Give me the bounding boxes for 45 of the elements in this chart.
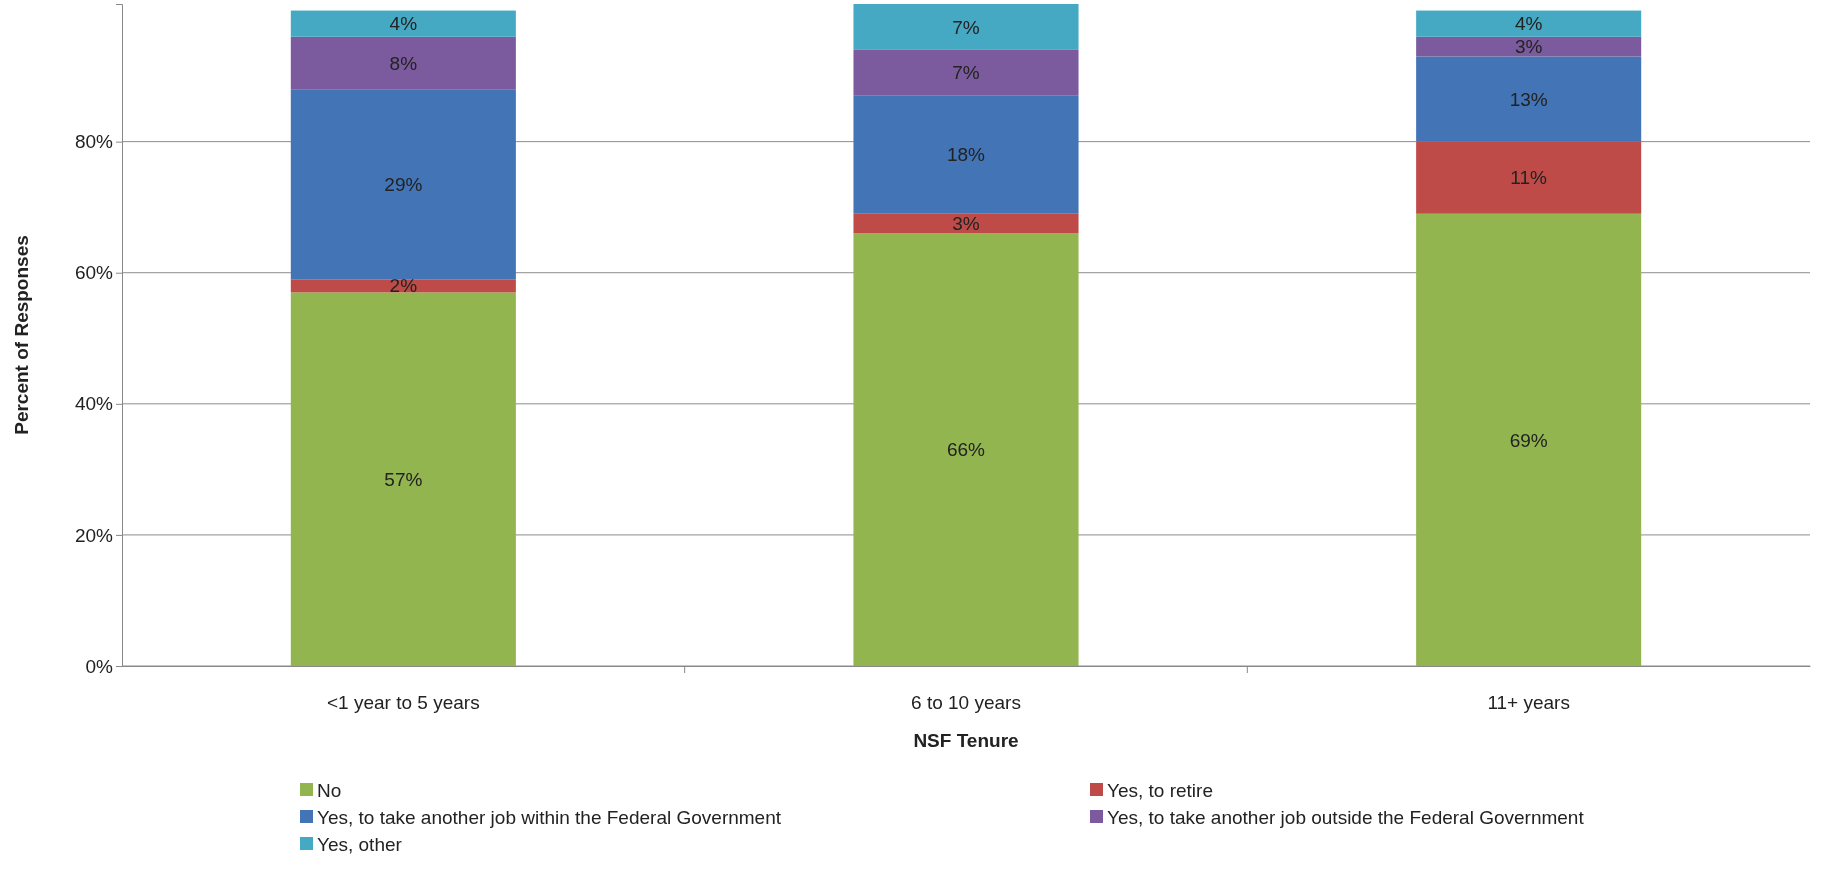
bar (1416, 141, 1642, 214)
data-label: 3% (952, 213, 980, 235)
bar (290, 89, 516, 280)
data-label: 29% (384, 173, 423, 195)
y-tick-label: 0% (85, 655, 114, 677)
bar (290, 292, 516, 666)
data-label: 11% (1510, 167, 1548, 189)
data-label: 57% (384, 468, 423, 490)
bar (290, 36, 516, 90)
data-label: 2% (389, 275, 418, 297)
y-axis-title: Percent of Responses (11, 235, 32, 435)
legend-label: Yes, to take another job within the Federal Government (317, 806, 782, 828)
legend-label: Yes, to take another job outside the Federal Government (1107, 806, 1585, 828)
bar (1416, 10, 1642, 37)
bar (1416, 213, 1642, 666)
data-label: 69% (1509, 429, 1548, 451)
y-tick-label: 80% (74, 131, 114, 153)
y-tick-label: 40% (74, 393, 114, 415)
bar (1416, 56, 1642, 142)
legend-label: Yes, to retire (1107, 779, 1213, 801)
bar (1416, 36, 1642, 57)
data-label: 66% (946, 439, 986, 461)
data-label: 18% (946, 144, 986, 166)
data-label: 4% (389, 13, 418, 35)
x-tick-label: 6 to 10 years (911, 692, 1021, 714)
data-label: 7% (952, 62, 980, 84)
bar (853, 233, 1079, 666)
bar (290, 279, 516, 293)
data-label: 7% (952, 16, 980, 38)
bar (853, 95, 1079, 214)
bar (853, 49, 1079, 96)
x-tick-label: <1 year to 5 years (327, 692, 480, 714)
data-label: 8% (389, 52, 418, 74)
x-tick-label: 11+ years (1487, 692, 1570, 714)
bar (290, 10, 516, 37)
y-tick-label: 20% (74, 524, 114, 546)
legend-label: Yes, other (317, 833, 403, 855)
bar (853, 4, 1079, 50)
x-axis-title: NSF Tenure (913, 730, 1019, 751)
data-label: 4% (1514, 13, 1543, 35)
bar (853, 213, 1079, 234)
y-tick-label: 60% (74, 262, 114, 284)
legend-label: No (317, 779, 342, 801)
data-label: 13% (1509, 88, 1548, 110)
data-label: 3% (1514, 36, 1543, 58)
